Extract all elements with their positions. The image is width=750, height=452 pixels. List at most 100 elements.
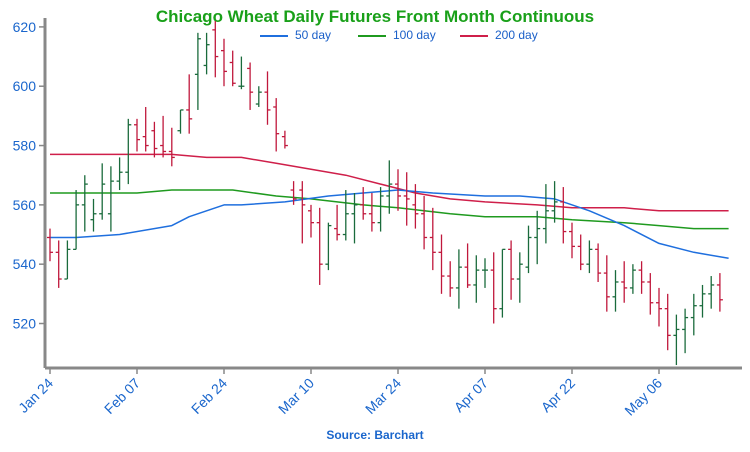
- ohlc-bar: [534, 210, 541, 265]
- ohlc-bar: [64, 240, 71, 280]
- ohlc-bar: [403, 172, 410, 226]
- legend-50day-swatch: [260, 35, 288, 37]
- ohlc-bar: [99, 163, 106, 220]
- x-tick-label: Apr 22: [538, 375, 579, 416]
- ohlc-bar: [90, 198, 97, 232]
- y-tick-label: 520: [13, 316, 37, 332]
- ohlc-bar: [247, 62, 254, 110]
- ohlc-bar: [699, 284, 706, 318]
- ohlc-bar: [708, 276, 715, 309]
- ohlc-bar: [47, 228, 53, 262]
- ohlc-bar: [55, 240, 62, 288]
- ohlc-bar: [125, 118, 132, 185]
- ohlc-bar: [473, 255, 480, 303]
- ohlc-bar: [203, 32, 210, 75]
- y-tick-label: 600: [13, 78, 37, 94]
- ohlc-bar: [151, 121, 158, 158]
- ohlc-bar: [455, 249, 462, 309]
- source-note: Source: Barchart: [326, 428, 424, 442]
- legend-100day-swatch: [358, 35, 386, 37]
- ohlc-bar: [395, 169, 401, 211]
- x-tick-label: May 06: [621, 375, 665, 419]
- ohlc-bar: [447, 261, 454, 297]
- ohlc-bar: [603, 255, 610, 312]
- ohlc-bar: [551, 181, 558, 223]
- ohlc-bar: [490, 252, 497, 324]
- ohlc-bar: [664, 293, 671, 351]
- ohlc-bar: [325, 222, 332, 271]
- y-tick-label: 560: [13, 197, 37, 213]
- x-tick-label: Apr 07: [451, 375, 492, 416]
- x-tick-label: Mar 24: [362, 375, 404, 417]
- ohlc-bar: [429, 207, 436, 271]
- ohlc-bar: [308, 204, 314, 238]
- ohlc-bar: [638, 261, 645, 294]
- ohlc-bar: [629, 264, 636, 294]
- y-tick-label: 580: [13, 138, 37, 154]
- ohlc-bar: [299, 181, 306, 244]
- ohlc-bar: [238, 56, 245, 90]
- ohlc-bar: [142, 106, 149, 152]
- ohlc-bar: [621, 261, 628, 303]
- ohlc-bar: [160, 115, 167, 158]
- ohlc-bar: [438, 234, 445, 294]
- ohlc-bar: [273, 98, 280, 152]
- chart-title: Chicago Wheat Daily Futures Front Month …: [155, 7, 595, 26]
- legend-200day-swatch: [460, 35, 488, 37]
- ohlc-bar: [560, 187, 567, 244]
- ohlc-bar: [81, 175, 88, 232]
- ohlc-bar: [682, 308, 689, 354]
- ohlc-bar: [255, 86, 262, 107]
- legend: 50 day 100 day 200 day: [0, 27, 750, 43]
- ohlc-bar: [73, 190, 80, 251]
- ohlc-bar: [499, 248, 506, 318]
- ohlc-bar: [281, 130, 288, 149]
- ohlc-bar: [577, 234, 584, 271]
- y-tick-label: 620: [13, 19, 37, 35]
- x-tick-label: Feb 07: [101, 375, 143, 417]
- ohlc-bar: [586, 240, 593, 274]
- ohlc-bar: [264, 71, 271, 125]
- ohlc-bar: [569, 222, 575, 259]
- ohlc-bar: [421, 195, 428, 250]
- ohlc-bar: [516, 252, 523, 303]
- ohlc-bar: [377, 187, 384, 232]
- ohlc-bar: [221, 38, 227, 87]
- ohlc-bars: [47, 20, 723, 366]
- legend-100day-label: 100 day: [393, 28, 436, 42]
- ohlc-bar: [525, 225, 532, 274]
- ohlc-bar: [177, 109, 184, 134]
- ohlc-bar: [595, 243, 602, 282]
- ohlc-bar: [168, 127, 175, 167]
- ohlc-bar: [386, 160, 393, 214]
- ohlc-bar: [116, 157, 123, 191]
- legend-50day-label: 50 day: [295, 28, 332, 42]
- ohlc-bar: [194, 32, 201, 110]
- ohlc-bar: [542, 184, 549, 244]
- x-tick-label: Feb 24: [188, 375, 230, 417]
- ohlc-bar: [316, 207, 323, 285]
- x-tick-label: Mar 10: [275, 375, 317, 417]
- ohlc-bar: [482, 258, 488, 288]
- y-axis-ticks: 520 540 560 580 600 620: [13, 19, 45, 332]
- x-tick-label: Jan 24: [15, 375, 56, 416]
- ohlc-bar: [212, 20, 219, 78]
- ohlc-bar: [229, 50, 236, 87]
- ohlc-bar: [508, 240, 515, 300]
- ohlc-bar: [107, 166, 114, 232]
- ohlc-bar: [134, 118, 140, 152]
- y-tick-label: 540: [13, 256, 37, 272]
- ohlc-bar: [351, 193, 358, 244]
- ohlc-bar: [656, 287, 662, 327]
- ohlc-bar: [612, 270, 619, 312]
- ohlc-bar: [716, 273, 723, 312]
- ohlc-bar: [360, 187, 367, 220]
- ohlc-bar: [464, 243, 471, 288]
- ohlc-bar: [673, 314, 680, 366]
- ohlc-bar: [342, 190, 349, 241]
- ohlc-bar: [647, 273, 654, 315]
- legend-200day-label: 200 day: [495, 28, 538, 42]
- ohlc-bar: [334, 204, 341, 241]
- ohlc-bar: [290, 181, 297, 205]
